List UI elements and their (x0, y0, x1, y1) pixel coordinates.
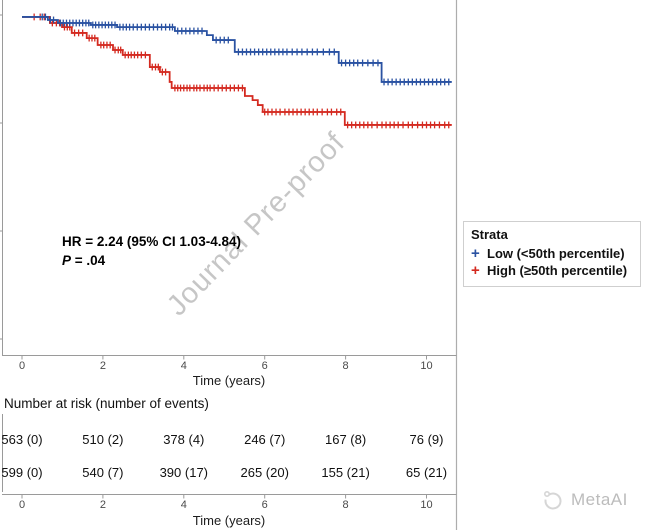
risk-table-title: Number at risk (number of events) (4, 396, 209, 411)
legend-item-label: High (≥50th percentile) (487, 263, 628, 278)
hr-line: HR = 2.24 (95% CI 1.03-4.84) (62, 234, 241, 249)
risk-table-cell: 155 (21) (321, 465, 369, 480)
risk-table-cell: 167 (8) (325, 432, 366, 447)
table-x-axis-title: Time (years) (192, 513, 266, 528)
legend-item-label: Low (<50th percentile) (487, 246, 625, 261)
x-tick-label: 0 (19, 499, 25, 511)
x-tick-label: 10 (420, 499, 432, 511)
survival-curve-high (22, 16, 452, 126)
p-value: = .04 (71, 252, 106, 268)
x-tick-label: 4 (181, 499, 187, 511)
x-tick-label: 2 (100, 499, 106, 511)
x-tick-label: 6 (262, 499, 268, 511)
metaai-logo-icon (543, 490, 562, 510)
strata-legend: Strata + Low (<50th percentile) + High (… (463, 221, 641, 287)
metaai-label: MetaAI (571, 490, 628, 509)
survival-curve-low (22, 16, 452, 83)
risk-table-cell: 599 (0) (1, 465, 42, 480)
x-tick-label: 2 (100, 360, 106, 372)
censor-plus-icon: + (471, 262, 480, 279)
legend-item-high: + High (≥50th percentile) (471, 262, 632, 279)
censor-plus-icon: + (471, 245, 480, 262)
p-italic: P (62, 252, 72, 268)
risk-table-cell: 510 (2) (82, 432, 123, 447)
risk-table-cell: 246 (7) (244, 432, 285, 447)
x-tick-label: 8 (343, 499, 349, 511)
x-axis-title: Time (years) (192, 373, 266, 388)
risk-table-cell: 265 (20) (240, 465, 288, 480)
hr-annotation: HR = 2.24 (95% CI 1.03-4.84) P = .04 (62, 233, 241, 270)
risk-table-cell: 390 (17) (160, 465, 208, 480)
x-tick-label: 8 (343, 360, 349, 372)
metaai-watermark: MetaAI (541, 488, 628, 512)
legend-item-low: + Low (<50th percentile) (471, 245, 632, 262)
risk-table-cell: 76 (9) (410, 432, 444, 447)
risk-table-cell: 378 (4) (163, 432, 204, 447)
x-tick-label: 10 (420, 360, 432, 372)
x-tick-label: 0 (19, 360, 25, 372)
legend-title: Strata (471, 227, 508, 242)
risk-table-cell: 540 (7) (82, 465, 123, 480)
x-tick-label: 6 (262, 360, 268, 372)
risk-table-cell: 65 (21) (406, 465, 447, 480)
x-tick-label: 4 (181, 360, 187, 372)
pvalue-line: P = .04 (62, 252, 241, 271)
risk-table-cell: 563 (0) (1, 432, 42, 447)
